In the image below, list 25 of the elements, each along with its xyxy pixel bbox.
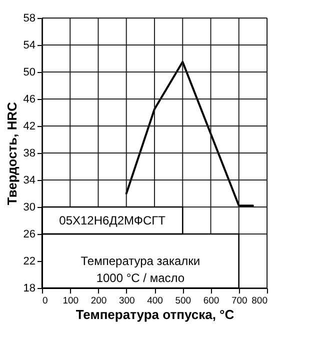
y-tick-label: 38 <box>23 148 36 160</box>
annotation: 05Х12Н6Д2МФСГТ <box>59 214 166 228</box>
line-series <box>125 60 254 207</box>
y-axis-title: Твердость, HRC <box>4 101 20 206</box>
x-tick-label: 100 <box>62 296 79 306</box>
y-tick-label: 42 <box>23 120 36 132</box>
y-tick-label: 18 <box>23 282 36 294</box>
y-tick-label: 34 <box>23 174 36 186</box>
y-tick-label: 22 <box>23 256 36 268</box>
x-tick-label: 400 <box>147 296 163 306</box>
y-tick-label: 54 <box>23 40 36 52</box>
y-tick-label: 58 <box>23 12 36 24</box>
x-tick-label: 0 <box>42 296 48 306</box>
y-tick-label: 46 <box>23 94 36 106</box>
x-tick-label: 700 <box>231 296 248 306</box>
x-axis-title: Температура отпуска, °C <box>76 307 235 322</box>
y-tick-label: 50 <box>23 66 36 78</box>
x-tick-label: 600 <box>203 296 220 306</box>
x-tick-label: 200 <box>90 296 107 306</box>
y-tick-label: 26 <box>23 228 36 240</box>
y-tick-label: 30 <box>23 202 36 214</box>
annotation: Температура закалки 1000 °C / масло <box>80 254 200 285</box>
x-tick-label: 800 <box>252 296 268 306</box>
x-tick-label: 300 <box>118 296 135 306</box>
x-tick-label: 500 <box>175 296 192 306</box>
